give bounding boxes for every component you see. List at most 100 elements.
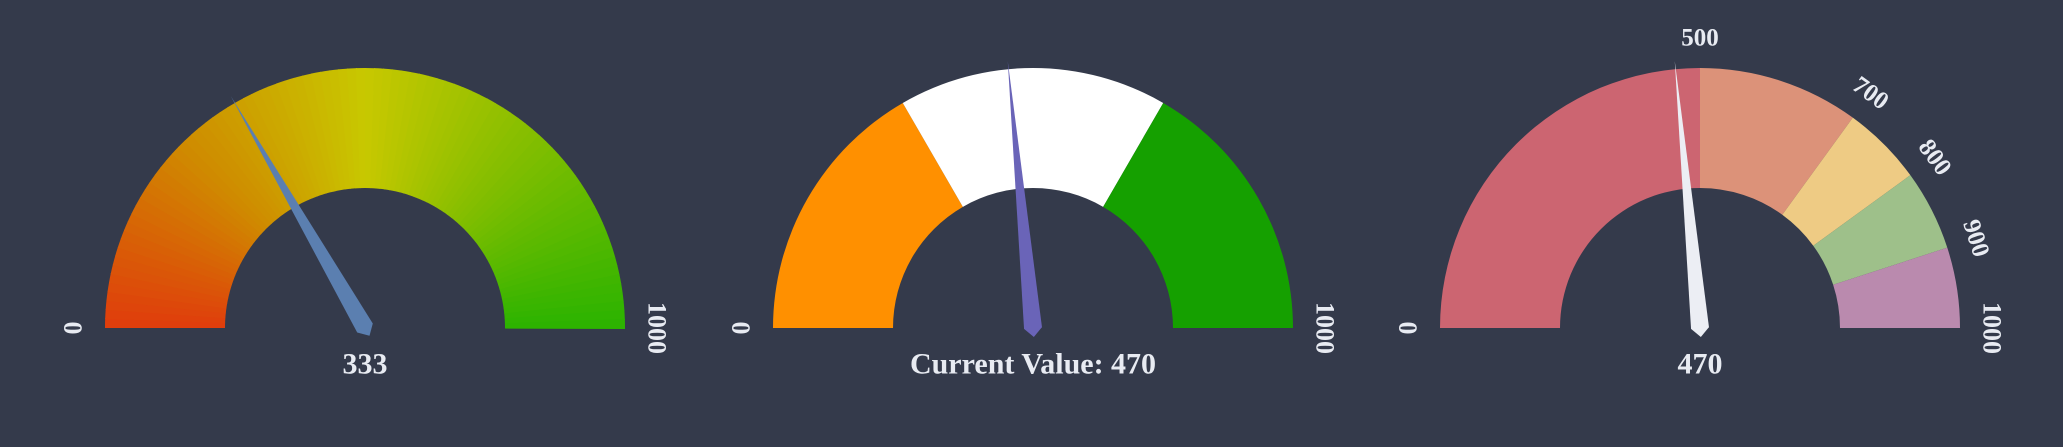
gauge-band-slice	[454, 128, 540, 225]
gauge-band-segment	[773, 102, 963, 328]
gauge-band-slice	[328, 69, 351, 190]
gauge-band-slice	[302, 73, 337, 193]
gauge-band-slice	[504, 300, 625, 319]
gauge-band-slice	[502, 282, 623, 310]
gauge-band-slice	[394, 73, 429, 193]
gauge-band-slice	[160, 160, 259, 242]
gauge-band-slice	[251, 90, 309, 203]
gauge-band-slice	[501, 273, 622, 305]
gauge-band-slice	[475, 167, 576, 247]
gauge-band-slice	[439, 107, 512, 213]
gauge-band-slice	[469, 154, 565, 239]
gauge-band-slice	[135, 197, 245, 263]
gauge-band-slice	[355, 67, 367, 189]
gauge-band-slice	[451, 123, 533, 222]
gauge-band-segment	[1700, 68, 1853, 215]
gauge-band-slice	[430, 98, 496, 208]
gauge-band-slice	[500, 265, 620, 300]
gauge-band-segment	[1103, 102, 1293, 328]
gauge-band-slice	[110, 264, 230, 299]
gauge-band-slice	[242, 93, 305, 205]
gauge-band-slice	[498, 247, 616, 290]
gauge-band-slice	[458, 134, 547, 228]
gauge-band-slice	[478, 175, 582, 251]
gauge-band-slice	[165, 153, 262, 239]
gauge-band-slice	[106, 290, 227, 314]
gauge-tick-label: 0	[727, 322, 756, 335]
gauge-band-slice	[310, 71, 342, 192]
gauge-tick-label: 1000	[1311, 302, 1340, 354]
gauge-band-slice	[365, 68, 376, 189]
gauge-band-slice	[293, 75, 332, 194]
gauge-2: Current Value: 470	[773, 61, 1293, 381]
gauge-value-label: Current Value: 470	[910, 348, 1156, 381]
gauge-band-slice	[465, 147, 559, 235]
gauge-band-slice	[197, 122, 280, 221]
gauge-band-slice	[276, 80, 323, 197]
gauge-band-slice	[483, 190, 591, 259]
gauge-band-segment	[1782, 117, 1911, 246]
gauge-band-slice	[490, 214, 603, 272]
gauge-band-slice	[177, 140, 269, 231]
gauge-band-slice	[435, 102, 504, 210]
gauge-band-slice	[379, 69, 403, 190]
gauge-band-slice	[171, 146, 265, 235]
gauge-band-slice	[369, 68, 385, 189]
gauge-band-slice	[105, 299, 226, 319]
gauge-band-slice	[184, 134, 272, 228]
gauge-needle	[230, 96, 373, 336]
gauge-tick-label: 900	[1957, 216, 1994, 260]
gauge-band-slice	[499, 256, 618, 295]
gauge-band-slice	[488, 205, 600, 268]
gauge-band-slice	[191, 128, 276, 224]
gauge-band-slice	[384, 70, 412, 191]
gauge-band-segment	[902, 67, 1164, 207]
gauge-tick-label: 700	[1847, 71, 1893, 115]
gauge-value-label: 333	[343, 348, 388, 381]
gauge-tick-label: 500	[1681, 25, 1719, 52]
gauge-band-slice	[496, 239, 613, 286]
gauge-band-slice	[112, 255, 231, 295]
gauge-band-slice	[154, 167, 256, 246]
gauge-tick-label: 0	[59, 322, 88, 335]
gauge-band-slice	[267, 83, 318, 199]
gauge-band-slice	[117, 238, 234, 285]
gauge-band-segment	[1813, 175, 1948, 285]
gauge-band-slice	[421, 90, 480, 203]
gauge-band-slice	[139, 189, 247, 258]
gauge-band-slice	[123, 221, 238, 276]
gauge-band-slice	[389, 71, 421, 192]
gauge-value-label: 470	[1678, 348, 1723, 381]
gauge-band-slice	[105, 317, 226, 328]
gauge-band-segment	[1440, 68, 1700, 328]
gauge-band-slice	[108, 272, 229, 304]
gauge-tick-label: 800	[1913, 134, 1957, 180]
gauge-tick-label: 0	[1394, 322, 1423, 335]
gauge-band-slice	[319, 70, 347, 191]
gauge-band-slice	[426, 94, 488, 205]
gauge-band-slice	[204, 117, 284, 218]
gauge-band-slice	[284, 77, 327, 195]
gauge-band-slice	[486, 198, 596, 263]
gauge-tick-label: 1000	[1978, 302, 2007, 354]
gauge-band-slice	[115, 246, 233, 290]
gauge-band-slice	[403, 78, 447, 196]
gauge-needle	[1007, 61, 1042, 337]
gauge-band-slice	[492, 222, 607, 277]
gauge-3: 470	[1440, 61, 1960, 381]
gauge-band-slice	[131, 205, 242, 267]
gauge-band-slice	[259, 86, 314, 201]
gauge-band-slice	[447, 117, 526, 219]
gauge-band-slice	[417, 86, 472, 201]
gauge-tick-label: 1000	[643, 302, 672, 354]
gauge-band-slice	[412, 83, 464, 199]
gauge-band-slice	[504, 318, 625, 330]
gauge-band-slice	[503, 291, 624, 314]
gauge-band-slice	[472, 160, 571, 243]
gauge-band-slice	[374, 68, 394, 189]
gauge-band-slice	[105, 308, 226, 324]
gauge-band-slice	[107, 281, 228, 309]
gauge-band-slice	[219, 106, 292, 212]
gauge-band-slice	[494, 230, 610, 281]
